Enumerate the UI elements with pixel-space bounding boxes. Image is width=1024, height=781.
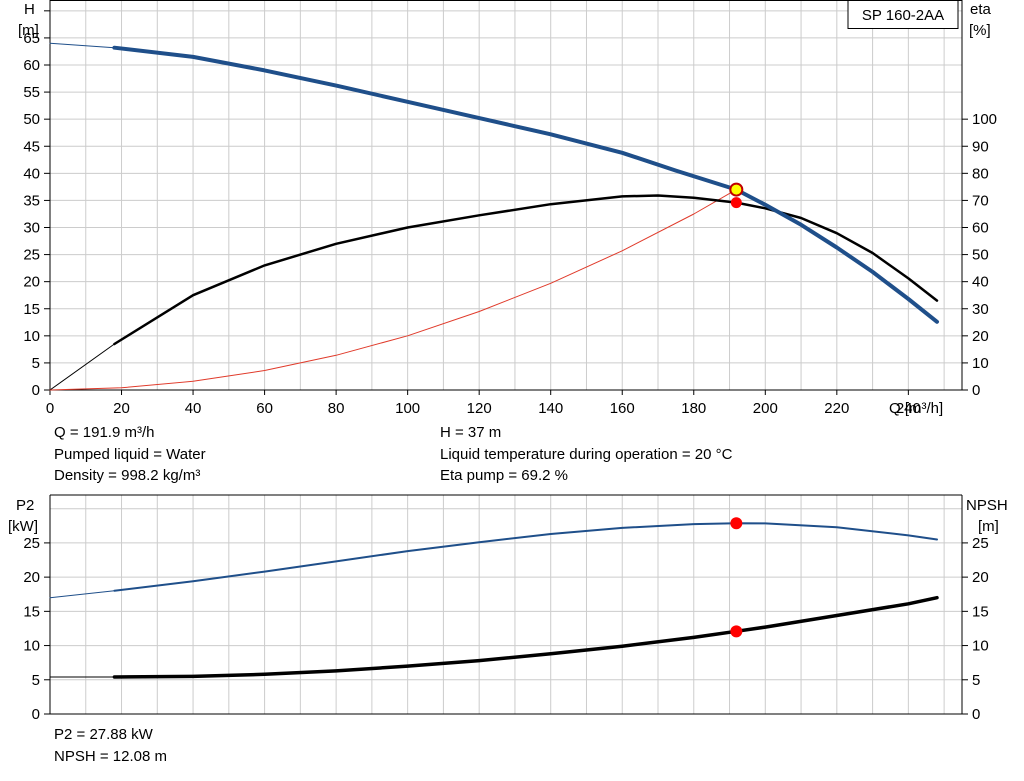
- info-flow: Q = 191.9 m³/h: [54, 424, 155, 441]
- power-curve-extension: [49, 590, 115, 599]
- bottom-left-tick-label: 15: [23, 603, 40, 620]
- info-temperature: Liquid temperature during operation = 20…: [440, 445, 733, 463]
- top-right-tick-label: 100: [972, 111, 997, 128]
- left-axis-unit: [m]: [18, 22, 39, 39]
- x-tick-label: 140: [538, 400, 563, 417]
- duty-point-marker: [729, 182, 744, 197]
- bottom-right-tick-label: 5: [972, 672, 980, 689]
- model-box: [847, 0, 959, 29]
- x-tick-label: 160: [610, 400, 635, 417]
- bottom-right-tick-label: 20: [972, 569, 989, 586]
- top-left-tick-label: 25: [23, 247, 40, 264]
- bottom-right-tick-label: 10: [972, 638, 989, 655]
- top-right-tick-label: 90: [972, 138, 989, 155]
- x-tick-label: 80: [328, 400, 345, 417]
- bottom-right-tick-label: 15: [972, 603, 989, 620]
- power-duty-marker: [730, 517, 743, 530]
- top-right-tick-label: 10: [972, 355, 989, 372]
- power-curve: [113, 522, 938, 592]
- top-left-tick-label: 10: [23, 328, 40, 345]
- info-top-left: Q = 191.9 m³/h Pumped liquid = Water Den…: [54, 422, 206, 487]
- top-left-tick-label: 20: [23, 274, 40, 291]
- top-left-tick-label: 0: [32, 382, 40, 399]
- info-p2: P2 = 27.88 kW: [54, 726, 153, 743]
- system-curve: [49, 189, 737, 391]
- top-left-tick-label: 65: [23, 30, 40, 47]
- x-tick-label: 100: [395, 400, 420, 417]
- bottom-left-tick-label: 0: [32, 706, 40, 723]
- top-left-tick-label: 55: [23, 84, 40, 101]
- info-liquid: Pumped liquid = Water: [54, 445, 206, 463]
- info-head: H = 37 m: [440, 424, 502, 441]
- top-right-tick-label: 0: [972, 382, 980, 399]
- efficiency-duty-marker: [730, 197, 742, 209]
- top-right-tick-label: 30: [972, 301, 989, 318]
- right-axis-label: eta: [970, 1, 992, 18]
- info-eta: Eta pump = 69.2 %: [440, 467, 568, 484]
- top-left-tick-label: 45: [23, 138, 40, 155]
- x-tick-label: 240: [896, 400, 921, 417]
- top-left-tick-label: 15: [23, 301, 40, 318]
- head-curve: [112, 45, 939, 324]
- x-tick-label: 220: [824, 400, 849, 417]
- bottom-left-tick-label: 5: [32, 672, 40, 689]
- npsh-curve: [112, 595, 939, 679]
- top-right-tick-label: 60: [972, 220, 989, 237]
- top-right-tick-label: 80: [972, 165, 989, 182]
- x-tick-label: 200: [753, 400, 778, 417]
- power-axis-label: P2: [16, 497, 34, 514]
- npsh-axis-label: NPSH: [966, 497, 1008, 514]
- efficiency-curve: [113, 194, 939, 346]
- top-left-tick-label: 50: [23, 111, 40, 128]
- top-left-tick-label: 60: [23, 57, 40, 74]
- bottom-left-tick-label: 25: [23, 535, 40, 552]
- top-left-tick-label: 35: [23, 192, 40, 209]
- model-title: SP 160-2AA: [862, 7, 944, 24]
- power-axis-unit: [kW]: [8, 518, 38, 535]
- right-axis-unit: [%]: [969, 22, 991, 39]
- info-top-right: H = 37 m Liquid temperature during opera…: [440, 422, 732, 487]
- x-tick-label: 20: [113, 400, 130, 417]
- left-axis-label: H: [24, 1, 35, 18]
- top-right-tick-label: 70: [972, 192, 989, 209]
- info-bottom: P2 = 27.88 kW NPSH = 12.08 m: [54, 724, 167, 767]
- x-tick-label: 60: [256, 400, 273, 417]
- efficiency-curve-extension: [49, 343, 115, 391]
- top-right-tick-label: 50: [972, 247, 989, 264]
- info-density: Density = 998.2 kg/m³: [54, 467, 201, 484]
- top-right-tick-label: 40: [972, 274, 989, 291]
- bottom-left-tick-label: 10: [23, 638, 40, 655]
- top-left-tick-label: 30: [23, 220, 40, 237]
- x-axis-label: Q [m³/h]: [889, 400, 943, 417]
- x-tick-label: 180: [681, 400, 706, 417]
- top-right-tick-label: 20: [972, 328, 989, 345]
- bottom-left-tick-label: 20: [23, 569, 40, 586]
- x-tick-label: 0: [46, 400, 54, 417]
- bottom-right-tick-label: 0: [972, 706, 980, 723]
- head-curve-extension: [49, 42, 115, 49]
- top-left-tick-label: 5: [32, 355, 40, 372]
- npsh-axis-unit: [m]: [978, 518, 999, 535]
- top-plot-area: [50, 0, 962, 390]
- npsh-duty-marker: [730, 625, 743, 638]
- x-tick-label: 40: [185, 400, 202, 417]
- bottom-right-tick-label: 25: [972, 535, 989, 552]
- x-tick-label: 120: [467, 400, 492, 417]
- info-npsh: NPSH = 12.08 m: [54, 747, 167, 765]
- top-left-tick-label: 40: [23, 165, 40, 182]
